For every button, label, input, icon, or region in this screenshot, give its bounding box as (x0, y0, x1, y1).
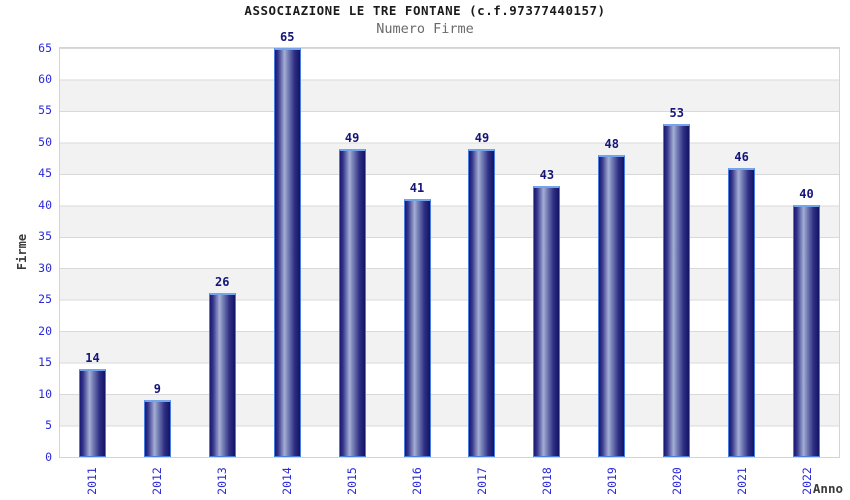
bar-value-label-2019: 48 (604, 136, 619, 151)
chart-subtitle: Numero Firme (376, 21, 474, 37)
bar-value-label-2016: 41 (409, 181, 425, 195)
bar-value-label-2017: 49 (474, 130, 490, 145)
x-tick-label-2019: 2019 (604, 467, 619, 495)
bar-2012[interactable] (143, 400, 171, 457)
x-tick-label-2011: 2011 (85, 467, 100, 495)
plot-area (59, 47, 840, 458)
bar-value-label-2012: 9 (153, 382, 161, 397)
y-tick-label-65: 65 (38, 40, 52, 55)
bar-2022[interactable] (793, 205, 821, 457)
bar-2017[interactable] (468, 148, 496, 457)
bar-value-label-2014: 65 (279, 30, 295, 44)
bar-2016[interactable] (403, 199, 431, 457)
bar-2011[interactable] (78, 368, 106, 457)
chart-title: ASSOCIAZIONE LE TRE FONTANE (c.f.9737744… (244, 3, 606, 18)
bar-2021[interactable] (728, 167, 756, 457)
bar-value-label-2015: 49 (344, 130, 360, 145)
y-tick-label-30: 30 (38, 260, 52, 275)
y-tick-label-0: 0 (45, 449, 52, 464)
x-tick-label-2012: 2012 (150, 467, 165, 495)
x-tick-label-2015: 2015 (345, 467, 360, 495)
x-tick-label-2022: 2022 (799, 467, 814, 495)
y-tick-label-15: 15 (38, 355, 52, 370)
bar-value-label-2018: 43 (539, 168, 555, 183)
y-tick-label-25: 25 (38, 292, 52, 307)
x-tick-label-2016: 2016 (410, 467, 425, 495)
y-tick-label-10: 10 (38, 386, 52, 401)
bar-value-label-2011: 14 (85, 350, 100, 365)
x-tick-label-2014: 2014 (280, 467, 295, 495)
x-axis-title: Anno (812, 481, 843, 496)
bar-2015[interactable] (338, 148, 366, 457)
x-tick-label-2017: 2017 (474, 467, 489, 495)
x-tick-label-2013: 2013 (215, 467, 230, 495)
y-tick-label-5: 5 (45, 418, 52, 433)
y-tick-label-40: 40 (38, 197, 52, 212)
x-tick-label-2020: 2020 (669, 467, 684, 495)
y-tick-label-20: 20 (38, 323, 52, 338)
y-tick-label-60: 60 (38, 71, 52, 86)
y-tick-label-50: 50 (38, 134, 52, 149)
bar-2018[interactable] (533, 186, 561, 457)
bar-2019[interactable] (598, 154, 626, 457)
y-tick-label-55: 55 (38, 103, 52, 118)
bar-value-label-2013: 26 (215, 275, 230, 290)
bar-2020[interactable] (663, 123, 691, 457)
y-tick-label-35: 35 (38, 229, 52, 244)
bar-value-label-2022: 40 (799, 187, 814, 202)
bar-value-label-2020: 53 (669, 105, 684, 120)
bar-2014[interactable] (273, 48, 301, 457)
x-tick-label-2018: 2018 (539, 467, 554, 495)
bar-2013[interactable] (208, 293, 236, 457)
x-tick-label-2021: 2021 (734, 467, 749, 495)
y-tick-label-45: 45 (38, 166, 52, 181)
bar-value-label-2021: 46 (734, 149, 749, 164)
